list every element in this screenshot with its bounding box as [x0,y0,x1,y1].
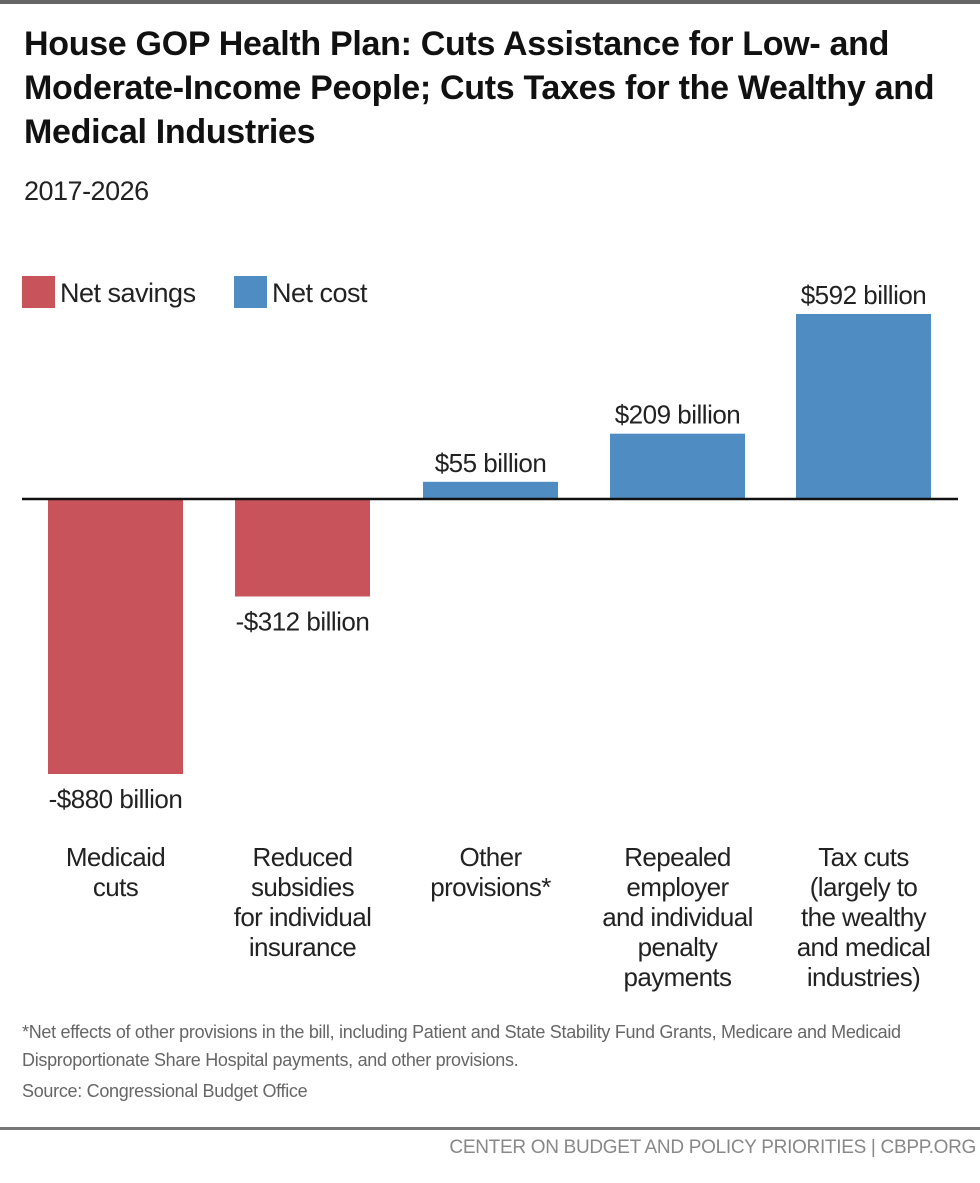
category-label-3: payments [624,962,733,992]
category-label-0: cuts [93,872,139,902]
data-label-0: -$880 billion [49,784,183,814]
data-label-2: $55 billion [435,448,547,478]
footnote: *Net effects of other provisions in the … [22,1022,901,1070]
data-label-1: -$312 billion [236,607,370,637]
category-label-1: for individual [234,902,372,932]
legend-label-0: Net savings [60,278,196,308]
category-label-4: Tax cuts [818,842,909,872]
category-label-3: penalty [638,932,718,962]
category-label-2: Other [459,842,522,872]
category-label-4: industries) [807,962,920,992]
category-label-4: the wealthy [801,902,927,932]
bottom-rule [0,1127,980,1130]
category-label-3: Repealed [624,842,731,872]
category-label-4: and medical [797,932,931,962]
source-note: Source: Congressional Budget Office [22,1081,308,1101]
legend-label-1: Net cost [272,278,368,308]
legend-swatch-0 [22,276,55,308]
category-label-4: (largely to [810,872,918,902]
bar-chart: Net savings Net cost -$880 billion Medicaid… [22,276,958,992]
category-label-3: and individual [602,902,753,932]
bar-3 [610,433,745,499]
credit-line: CENTER ON BUDGET AND POLICY PRIORITIES |… [449,1137,976,1158]
legend-swatch-1 [234,276,267,308]
bar-2 [423,481,558,499]
chart-title: House GOP Health Plan: Cuts Assistance f… [24,25,935,151]
category-label-0: Medicaid [66,842,165,872]
chart-subtitle: 2017-2026 [24,176,149,206]
category-label-1: subsidies [251,872,355,902]
data-label-4: $592 billion [801,280,927,310]
category-label-3: employer [626,872,729,902]
bar-4 [796,314,931,499]
category-label-1: Reduced [253,842,353,872]
category-label-1: insurance [249,932,356,962]
category-label-2: provisions* [430,872,551,902]
top-rule [0,0,980,4]
data-label-3: $209 billion [615,400,741,430]
bar-0 [48,499,183,774]
bar-1 [235,499,370,597]
